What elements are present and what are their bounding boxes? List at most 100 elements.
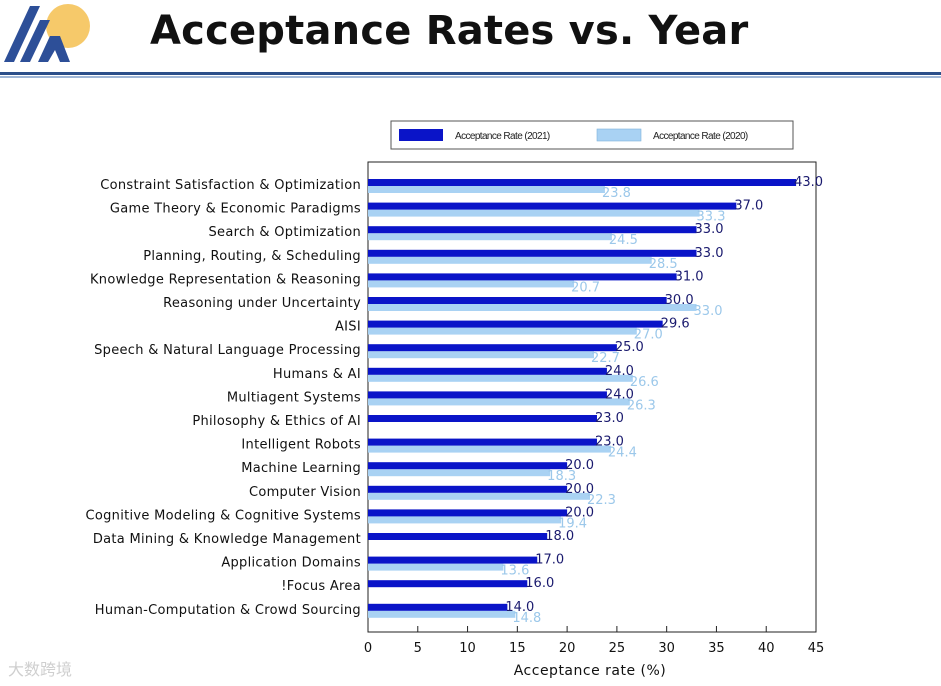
bar-2021-value-label: 29.6 (661, 317, 690, 332)
bar-2021 (368, 226, 697, 234)
bar-2021-value-label: 14.0 (505, 600, 534, 615)
chart-legend: Acceptance Rate (2021) Acceptance Rate (… (390, 120, 794, 150)
bar-2021 (368, 202, 737, 210)
bar-2020 (368, 256, 652, 264)
category-label: Cognitive Modeling & Cognitive Systems (85, 508, 361, 523)
bar-2020-value-label: 26.3 (627, 398, 656, 413)
bar-2020 (368, 327, 637, 335)
bar-2021-value-label: 16.0 (525, 576, 554, 591)
legend-swatch-2021 (399, 129, 443, 141)
bar-2021-value-label: 37.0 (734, 199, 763, 214)
bar-2020 (368, 280, 575, 288)
slide-title: Acceptance Rates vs. Year (150, 8, 749, 54)
legend-label-2021: Acceptance Rate (2021) (455, 131, 550, 142)
x-tick-label: 20 (559, 641, 576, 656)
bar-2021-value-label: 25.0 (615, 340, 644, 355)
category-label: Machine Learning (241, 461, 361, 476)
bar-2020-value-label: 18.3 (547, 469, 576, 484)
bar-2021-value-label: 17.0 (535, 553, 564, 568)
bar-2020-value-label: 19.4 (558, 516, 587, 531)
category-label: Game Theory & Economic Paradigms (110, 202, 361, 217)
bar-2021-value-label: 20.0 (565, 458, 594, 473)
bar-2020 (368, 186, 605, 193)
bar-2021 (368, 438, 597, 446)
category-label: Computer Vision (249, 485, 361, 500)
bar-2020-value-label: 13.6 (500, 564, 529, 579)
bar-2021 (368, 533, 548, 540)
category-label: Intelligent Robots (241, 438, 361, 453)
bar-2021-value-label: 30.0 (665, 293, 694, 308)
bar-2021 (368, 273, 677, 281)
bar-2020-value-label: 24.5 (609, 233, 638, 248)
bar-2020 (368, 516, 562, 524)
bar-2021-value-label: 33.0 (695, 222, 724, 237)
bar-2021-value-label: 20.0 (565, 482, 594, 497)
bar-2020-value-label: 14.8 (512, 611, 541, 626)
bar-2021 (368, 249, 697, 257)
bar-2021 (368, 485, 568, 493)
bar-2021-value-label: 31.0 (675, 269, 704, 284)
category-label: Reasoning under Uncertainty (163, 296, 361, 311)
bar-2020-value-label: 28.5 (649, 257, 678, 272)
bar-2021 (368, 344, 617, 352)
bar-2020-value-label: 22.3 (587, 493, 616, 508)
bar-2020-value-label: 33.3 (697, 210, 726, 225)
category-label: Multiagent Systems (227, 390, 361, 405)
bar-2020-value-label: 20.7 (571, 280, 600, 295)
category-labels: Constraint Satisfaction & Optimization Ga… (85, 178, 361, 618)
bar-2021 (368, 556, 538, 564)
bar-2021 (368, 367, 607, 375)
bar-2020-value-label: 24.4 (608, 446, 637, 461)
x-tick-label: 25 (609, 641, 626, 656)
bar-2021 (368, 462, 568, 470)
legend-label-2020: Acceptance Rate (2020) (653, 131, 748, 142)
category-label: Knowledge Representation & Reasoning (90, 272, 361, 287)
bar-2021 (368, 509, 568, 517)
category-label: Speech & Natural Language Processing (94, 343, 361, 358)
bar-2021-value-label: 24.0 (605, 364, 634, 379)
org-logo (4, 4, 90, 62)
legend-box (390, 120, 794, 150)
category-label: Constraint Satisfaction & Optimization (100, 178, 361, 193)
bar-2020-value-label: 22.7 (591, 351, 620, 366)
x-tick-label: 45 (808, 641, 825, 656)
logo-letter-a (38, 36, 70, 62)
x-tick-label: 35 (708, 641, 725, 656)
category-label: AISI (335, 320, 361, 335)
bar-2021 (368, 297, 667, 304)
bar-2021-value-label: 43.0 (794, 175, 823, 190)
bar-2020 (368, 398, 630, 406)
bar-2021-value-label: 33.0 (695, 246, 724, 261)
category-label: Data Mining & Knowledge Management (93, 532, 361, 547)
bar-2020-value-label: 27.0 (634, 328, 663, 343)
bars-layer: 23.8 43.0 33.3 37.0 24.5 33.0 28.5 33.0 20.7 31.0… (368, 175, 823, 626)
bar-2020-value-label: 33.0 (694, 304, 723, 319)
x-tick-label: 0 (364, 641, 372, 656)
category-label: !Focus Area (281, 579, 361, 594)
bar-2020-value-label: 23.8 (602, 186, 631, 201)
bar-2020 (368, 563, 504, 571)
category-label: Search & Optimization (208, 225, 361, 240)
bar-2021-value-label: 23.0 (595, 411, 624, 426)
bar-2021 (368, 603, 508, 611)
category-label: Human-Computation & Crowd Sourcing (95, 603, 361, 618)
x-axis: 0 5 10 15 20 25 30 35 40 45 (364, 626, 824, 656)
watermark: 大数跨境 (8, 660, 73, 679)
title-divider-light (0, 76, 941, 78)
bar-2020 (368, 209, 700, 217)
bar-2020-value-label: 26.6 (630, 375, 659, 390)
category-label: Humans & AI (273, 367, 361, 382)
logo-stripe-1 (4, 6, 40, 62)
logo-stripe-2 (20, 20, 50, 62)
category-label: Philosophy & Ethics of AI (192, 414, 361, 429)
bar-2021-value-label: 24.0 (605, 387, 634, 402)
category-label: Planning, Routing, & Scheduling (143, 249, 361, 264)
bar-2020 (368, 492, 591, 500)
bar-2020 (368, 233, 612, 241)
category-label: Application Domains (221, 556, 361, 571)
x-tick-label: 10 (459, 641, 476, 656)
bar-2021 (368, 391, 607, 399)
x-tick-label: 15 (509, 641, 526, 656)
bar-2021 (368, 320, 663, 328)
